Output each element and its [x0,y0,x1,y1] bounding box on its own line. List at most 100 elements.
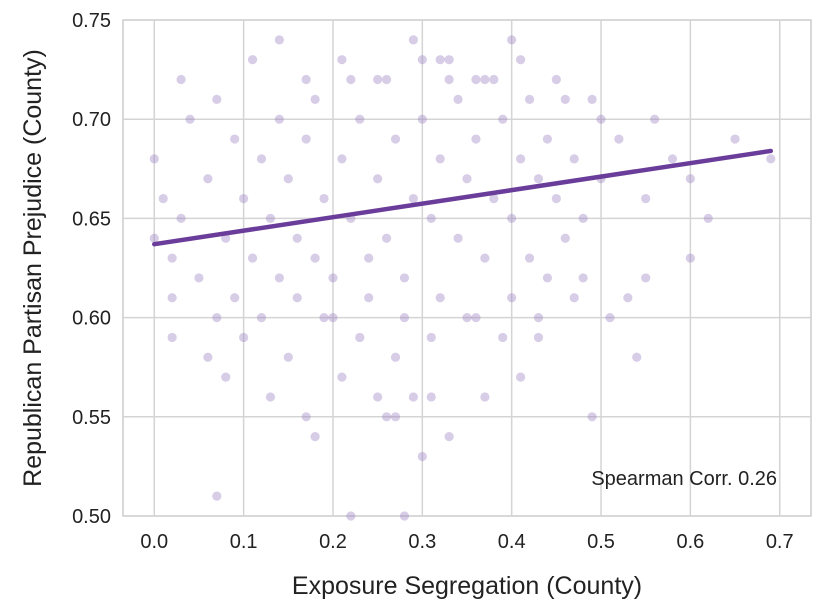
data-point [337,55,347,65]
data-point [167,253,177,263]
x-tick-label: 0.2 [319,531,347,553]
data-point [533,313,544,323]
data-point [498,332,508,343]
data-point [417,114,427,124]
data-point [560,94,570,104]
data-point [239,332,249,343]
data-point [471,313,481,323]
x-tick-label: 0.6 [676,531,704,553]
data-point [283,352,293,362]
data-point [239,193,249,204]
data-point [578,273,588,283]
data-point [408,35,418,45]
data-point [516,154,526,164]
data-point [337,372,347,382]
grid [123,19,811,517]
data-point [542,134,553,144]
data-point [766,154,776,164]
data-point [355,332,365,343]
data-point [364,293,374,303]
data-point [408,193,418,204]
data-point [221,372,231,382]
data-point [328,273,338,283]
data-point [373,74,383,85]
data-point [212,94,222,104]
data-point [373,174,383,184]
data-point [444,432,454,442]
y-axis-label: Republican Partisan Prejudice (County) [19,49,47,487]
data-point [453,233,463,243]
data-point [301,134,311,144]
data-point [533,174,544,184]
data-point [587,412,597,422]
data-point [203,174,213,184]
data-point [265,392,276,402]
data-point [364,253,374,263]
x-tick-label: 0.1 [230,531,258,553]
data-point [373,392,383,402]
data-point [516,55,526,65]
scatter-points [149,35,776,521]
data-point [176,74,186,85]
y-tick-label: 0.75 [72,10,111,32]
data-point [623,293,633,303]
data-point [533,332,544,343]
y-tick-label: 0.50 [72,506,111,528]
data-point [381,74,392,85]
data-point [471,134,481,144]
tick-labels: 0.0 0.1 0.2 0.3 0.4 0.5 0.6 0.7 0.50 0.55 0.60 0.65… [72,10,794,553]
data-point [435,154,445,164]
data-point [346,511,356,521]
data-point [489,193,499,204]
data-point [685,174,695,184]
data-point [274,273,284,283]
data-point [462,313,472,323]
data-point [355,114,365,124]
data-point [167,293,177,303]
data-point [426,392,436,402]
data-point [203,352,213,362]
data-point [542,273,553,283]
y-tick-label: 0.60 [72,308,111,330]
data-point [176,213,186,223]
data-point [319,313,329,323]
data-point [641,193,651,204]
data-point [292,293,302,303]
data-point [587,94,597,104]
data-point [685,253,695,263]
data-point [328,313,338,323]
data-point [283,174,293,184]
data-point [498,114,508,124]
data-point [480,253,490,263]
data-point [256,313,267,323]
data-point [435,55,445,65]
data-point [426,213,436,223]
data-point [480,392,490,402]
data-point [230,134,240,144]
data-point [435,293,445,303]
x-tick-label: 0.0 [140,531,168,553]
data-point [489,74,499,85]
x-tick-label: 0.5 [587,531,615,553]
data-point [569,293,579,303]
data-point [390,134,401,144]
data-point [596,114,606,124]
data-point [399,313,410,323]
data-point [149,154,159,164]
data-point [319,193,329,204]
data-point [158,193,168,204]
data-point [667,154,678,164]
data-point [390,352,401,362]
data-point [274,114,284,124]
data-point [453,94,463,104]
data-point [310,253,320,263]
data-point [703,213,713,223]
x-axis-label: Exposure Segregation (County) [292,572,642,600]
data-point [516,372,526,382]
data-point [569,154,579,164]
data-point [230,293,240,303]
data-point [551,74,561,85]
y-tick-label: 0.55 [72,407,111,429]
plot-area [122,19,812,517]
data-point [730,134,740,144]
